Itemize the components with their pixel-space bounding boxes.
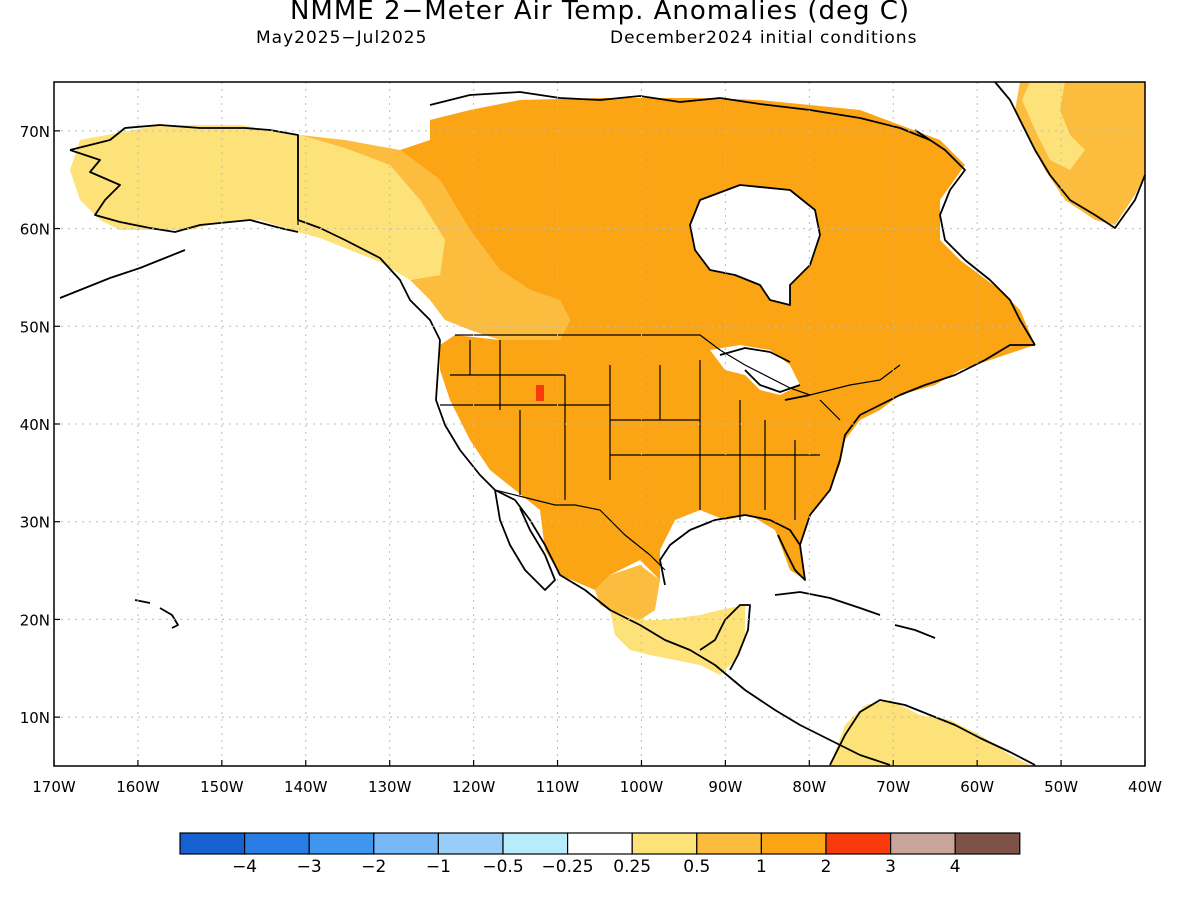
coastline-greenland — [994, 81, 1146, 229]
lat-label: 60N — [20, 221, 50, 239]
border-us-mexico — [494, 489, 666, 571]
coastline-baja — [494, 489, 556, 591]
coastline-hudson-bay — [689, 184, 821, 306]
lon-label: 160W — [116, 778, 160, 796]
lon-label: 140W — [284, 778, 328, 796]
coastline-hawaii — [134, 599, 179, 629]
coastline-labrador — [914, 129, 1036, 346]
coastline-arctic-islands — [429, 91, 931, 141]
latitude-ticks — [54, 130, 60, 718]
lon-label: 70W — [876, 778, 910, 796]
lon-label: 150W — [200, 778, 244, 796]
lon-label: 80W — [792, 778, 826, 796]
political-borders — [297, 135, 901, 571]
coastline-hispaniola — [894, 624, 936, 639]
coastline-aleutians — [59, 249, 186, 299]
initial-conditions: December2024 initial conditions — [610, 28, 918, 48]
anomaly-region-north-america — [400, 98, 1035, 590]
lat-label: 40N — [20, 416, 50, 434]
border-us-canada — [455, 334, 901, 396]
anomaly-region-central-america — [610, 605, 745, 675]
lat-label: 30N — [20, 514, 50, 532]
lon-label: 40W — [1128, 778, 1162, 796]
lon-label: 90W — [708, 778, 742, 796]
lat-label: 20N — [20, 611, 50, 629]
lon-label: 110W — [536, 778, 580, 796]
lat-label: 10N — [20, 709, 50, 727]
coastline-atlantic — [799, 344, 1035, 546]
anomaly-region-utah-hotspot — [536, 385, 544, 401]
anomaly-region-mexico — [595, 565, 660, 620]
anomaly-region-alaska — [70, 125, 445, 280]
state-borders — [440, 340, 841, 520]
lon-label: 170W — [32, 778, 76, 796]
lat-label: 50N — [20, 318, 50, 336]
latitude-labels: 10N 20N 30N 40N 50N 60N 70N — [20, 123, 50, 727]
lon-label: 60W — [960, 778, 994, 796]
forecast-period: May2025−Jul2025 — [256, 28, 428, 48]
coastline-gulf — [659, 514, 806, 586]
coastline-south-america — [829, 699, 1036, 766]
grid-lines — [54, 82, 1145, 766]
lon-label: 130W — [368, 778, 412, 796]
longitude-ticks — [53, 760, 1146, 766]
coastline-pacific — [435, 339, 891, 766]
lon-label: 120W — [452, 778, 496, 796]
lat-label: 70N — [20, 123, 50, 141]
longitude-labels: 170W 160W 150W 140W 130W 120W 110W 100W 90W 80W 70… — [32, 778, 1162, 796]
anomaly-region-western-canada — [300, 135, 570, 340]
hudson-bay — [690, 185, 820, 305]
coastline-yucatan — [699, 604, 751, 671]
anomaly-region-greenland-coast — [1022, 82, 1085, 170]
lon-label: 100W — [620, 778, 664, 796]
coastline-cuba — [774, 591, 881, 616]
anomaly-region-south-america — [830, 700, 1030, 765]
coastline-alaska-west — [69, 149, 299, 233]
map-title: NMME 2−Meter Air Temp. Anomalies (deg C) — [289, 0, 911, 26]
lon-label: 50W — [1044, 778, 1078, 796]
anomaly-fills — [70, 82, 1145, 765]
